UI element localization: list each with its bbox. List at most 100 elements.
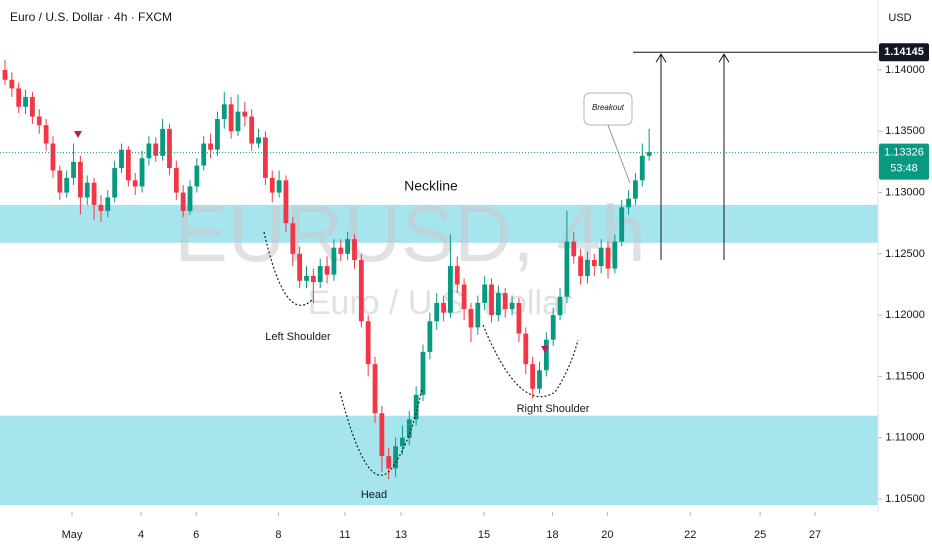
candle-body — [242, 111, 248, 117]
chart-title: Euro / U.S. Dollar · 4h · FXCM — [10, 10, 172, 24]
candle-body — [578, 256, 584, 276]
zone — [0, 415, 878, 506]
target-label-box — [879, 43, 929, 62]
y-tick-label: 1.11000 — [886, 432, 925, 444]
candle-body — [290, 223, 296, 254]
candle-body — [64, 177, 70, 193]
x-tick-label: May — [62, 529, 83, 541]
candle-body — [36, 116, 42, 126]
x-tick-label: 11 — [339, 529, 350, 541]
watermark-subtitle: Euro / U.S. Dollar — [308, 284, 573, 322]
breakout-label: Breakout — [592, 103, 625, 112]
candle-body — [564, 241, 570, 297]
candle-body — [221, 104, 227, 120]
candle-body — [365, 321, 371, 365]
candle-body — [372, 364, 378, 414]
candle-body — [71, 161, 76, 178]
marker — [541, 346, 549, 353]
candle-body — [180, 192, 186, 211]
right-shoulder-label: Right Shoulder — [517, 403, 590, 415]
candle-body — [105, 197, 111, 211]
y-tick-label: 1.13500 — [885, 125, 925, 137]
candle-body — [310, 275, 316, 283]
countdown: 53:48 — [890, 163, 918, 175]
candle-body — [304, 275, 309, 281]
candle-body — [502, 293, 508, 310]
candle-body — [475, 302, 481, 328]
candle-body — [43, 125, 49, 144]
candle-body — [324, 266, 330, 275]
candle-body — [393, 446, 398, 469]
candle-body — [338, 247, 344, 254]
candle-body — [598, 247, 604, 267]
y-tick-label: 1.13000 — [885, 186, 925, 198]
x-tick-label: 15 — [478, 529, 490, 541]
candle-body — [187, 186, 193, 211]
callout-pointer — [607, 124, 631, 184]
candle-body — [98, 204, 104, 211]
candle-body — [139, 158, 145, 187]
candle-body — [461, 284, 467, 310]
y-tick-label: 1.12000 — [885, 309, 925, 321]
candle-body — [523, 333, 529, 365]
zone — [0, 204, 878, 243]
candle-body — [427, 321, 433, 352]
candle-body — [516, 302, 522, 334]
candle-body — [619, 207, 625, 242]
candle-body — [125, 149, 131, 181]
candle-body — [626, 198, 631, 208]
candle-body — [386, 456, 392, 469]
candle-body — [269, 177, 275, 193]
candle-body — [283, 180, 289, 224]
arrow-head — [655, 53, 667, 63]
y-tick-label: 1.14000 — [885, 64, 925, 76]
candle-body — [420, 351, 426, 395]
candle-body — [30, 96, 35, 117]
candle-body — [530, 364, 536, 389]
candle-body — [489, 284, 494, 316]
candle-body — [543, 339, 549, 371]
candle-body — [160, 128, 166, 156]
candle-body — [297, 253, 303, 281]
candle-body — [167, 128, 172, 169]
candle-body — [208, 143, 213, 150]
candle-body — [215, 119, 220, 150]
candle-body — [413, 394, 419, 420]
candle-body — [262, 137, 268, 178]
candle-body — [23, 96, 28, 107]
candle-body — [153, 143, 159, 156]
x-tick-label: 4 — [138, 529, 144, 541]
x-tick-label: 18 — [546, 529, 558, 541]
candle-body — [119, 149, 124, 169]
candle-body — [317, 266, 323, 283]
x-tick-label: 8 — [275, 529, 281, 541]
candle-body — [454, 266, 460, 285]
candle-body — [132, 180, 138, 187]
head-curve — [339, 387, 423, 476]
candle-body — [585, 259, 590, 276]
y-tick-label: 1.11500 — [886, 370, 925, 382]
candle-body — [482, 284, 488, 303]
candle-body — [406, 419, 412, 438]
candle-body — [379, 413, 385, 457]
y-tick-label: 1.10500 — [885, 493, 925, 505]
right-shoulder-curve — [482, 324, 579, 398]
candle-body — [235, 111, 241, 132]
candle-body — [509, 302, 515, 310]
candle-body — [358, 259, 364, 322]
x-tick-label: 27 — [809, 529, 821, 541]
candle-body — [591, 259, 597, 267]
target-label: 1.14145 — [884, 46, 924, 58]
candle-body — [194, 165, 200, 187]
candle-body — [400, 437, 405, 447]
x-tick-label: 13 — [395, 529, 407, 541]
candle-body — [276, 180, 282, 193]
watermark: EURUSD, 4h — [174, 189, 645, 278]
candle-body — [256, 137, 261, 144]
head-label: Head — [361, 489, 387, 501]
candle-body — [57, 170, 63, 193]
x-tick-label: 6 — [193, 529, 199, 541]
candle-body — [646, 152, 652, 156]
candle-body — [112, 168, 118, 198]
